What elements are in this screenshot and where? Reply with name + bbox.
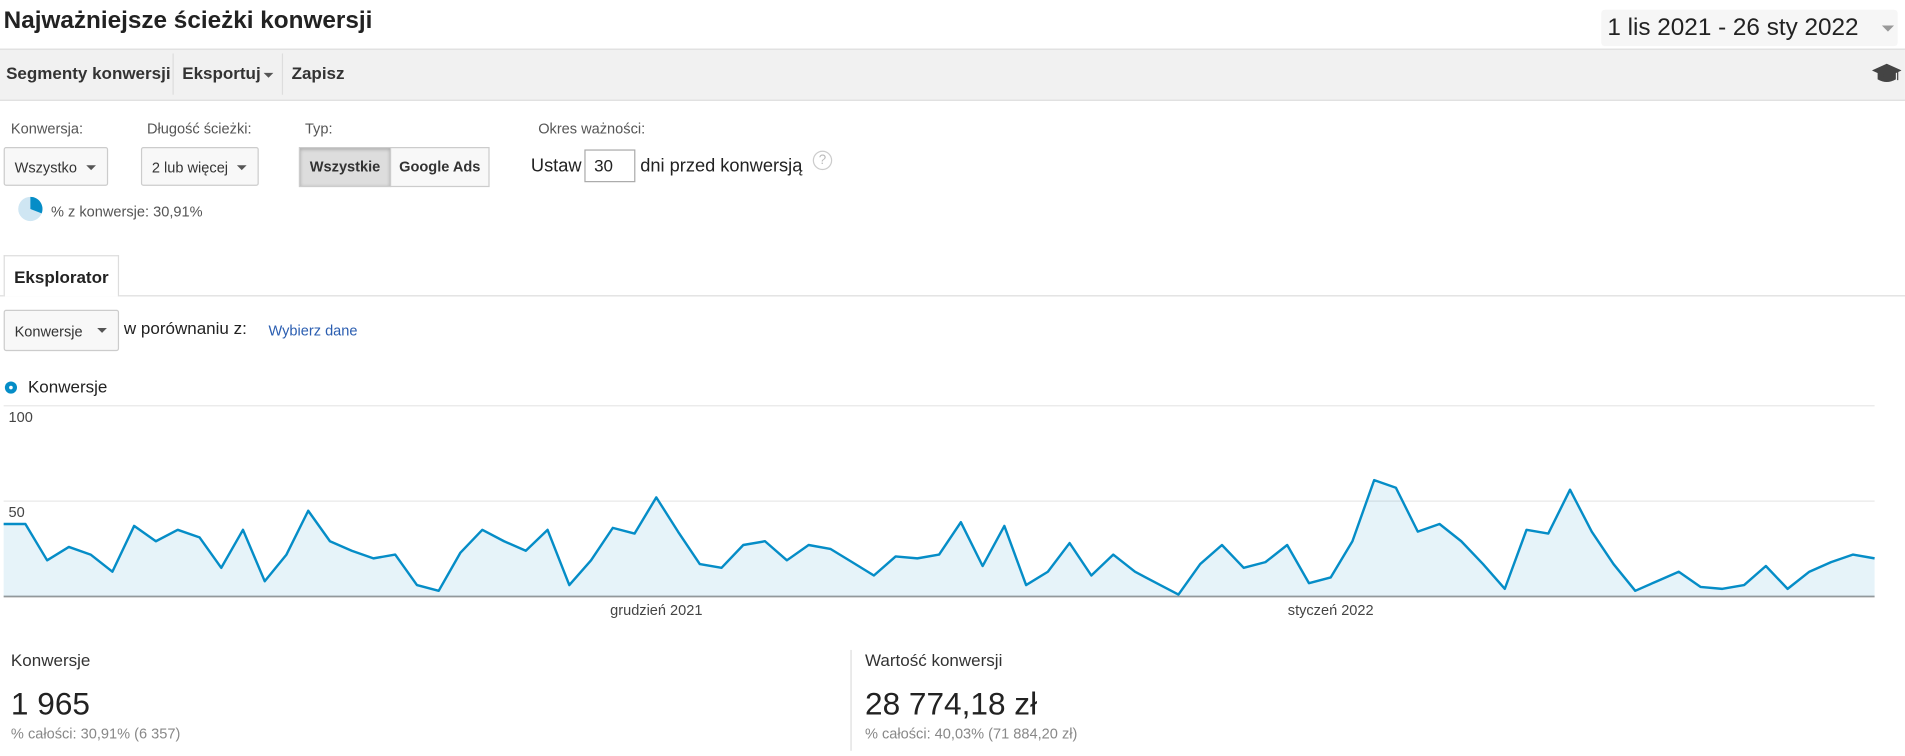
tab[interactable]: Eksplorator — [3, 255, 120, 297]
date-range-picker[interactable]: 1 lis 2021 - 26 sty 2022 — [1601, 9, 1898, 47]
toolbar-item[interactable]: Zapisz — [291, 63, 345, 83]
x-tick-label: grudzień 2021 — [610, 603, 702, 619]
area — [3, 480, 1875, 597]
tab-line — [0, 295, 1905, 297]
metric-dropdown[interactable]: Konwersje — [3, 309, 120, 352]
line — [3, 478, 1875, 596]
type-button[interactable]: Google Ads — [389, 147, 490, 188]
metric-value: 1 965 — [10, 685, 90, 722]
separator — [281, 53, 284, 95]
filter-label: Okres ważności: — [538, 120, 646, 138]
share-pie-icon — [18, 196, 43, 222]
filter-label: Długość ścieżki: — [147, 120, 252, 138]
legend-marker-dot — [9, 385, 13, 390]
y-tick-label: 100 — [9, 410, 33, 426]
lookback-suffix: dni przed konwersją — [640, 155, 803, 177]
toolbar — [0, 48, 1905, 101]
toolbar-item[interactable]: Segmenty konwersji — [6, 63, 171, 83]
metric-value: 28 774,18 zł — [865, 685, 1038, 722]
lookback-prefix: Ustaw — [530, 155, 582, 177]
x-tick-label: styczeń 2022 — [1288, 603, 1374, 619]
metric-sub: % całości: 40,03% (71 884,20 zł) — [865, 725, 1078, 743]
metric-label: Wartość konwersji — [865, 649, 1003, 670]
toolbar-item[interactable]: Eksportuj — [182, 63, 261, 83]
path-length-dropdown[interactable]: 2 lub więcej — [140, 147, 259, 186]
legend-label[interactable]: Konwersje — [27, 376, 108, 397]
compare-link[interactable]: Wybierz dane — [268, 321, 358, 339]
page-title: Najważniejsze ścieżki konwersji — [3, 7, 373, 35]
caret — [263, 72, 274, 83]
metric-label: Konwersje — [10, 649, 91, 670]
share-text: % z konwersje: 30,91% — [51, 202, 203, 220]
filter-label: Typ: — [304, 120, 333, 138]
filter-label: Konwersja: — [10, 120, 84, 138]
divider — [850, 649, 852, 751]
academy-icon[interactable] — [1872, 63, 1902, 85]
metric-sub: % całości: 30,91% (6 357) — [10, 725, 181, 743]
separator — [172, 53, 174, 95]
compare-text: w porównaniu z: — [123, 318, 247, 338]
y-tick-label: 50 — [9, 505, 25, 521]
lookback-input[interactable]: 30 — [584, 149, 636, 183]
type-button[interactable]: Wszystkie — [298, 147, 392, 188]
help-icon[interactable]: ? — [812, 150, 833, 171]
conversion-dropdown[interactable]: Wszystko — [3, 147, 109, 186]
